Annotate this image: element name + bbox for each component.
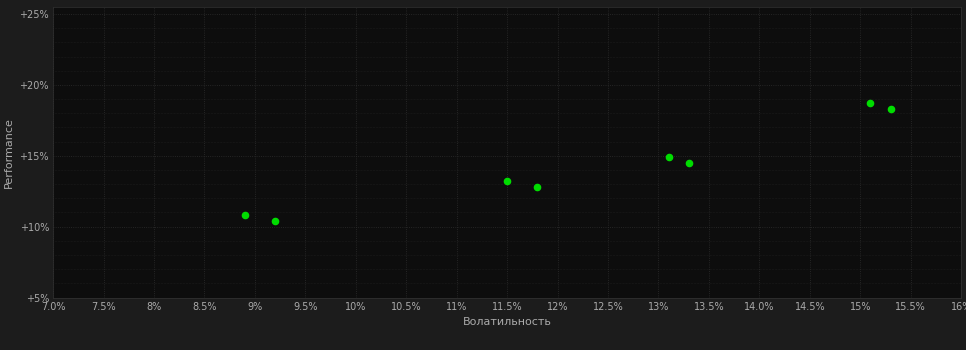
Point bbox=[681, 160, 696, 166]
Point bbox=[863, 100, 878, 106]
X-axis label: Волатильность: Волатильность bbox=[463, 317, 552, 327]
Point bbox=[661, 154, 676, 160]
Point bbox=[237, 212, 252, 218]
Point bbox=[883, 106, 898, 112]
Y-axis label: Performance: Performance bbox=[4, 117, 14, 188]
Point bbox=[268, 218, 283, 224]
Point bbox=[499, 178, 515, 184]
Point bbox=[529, 184, 545, 190]
